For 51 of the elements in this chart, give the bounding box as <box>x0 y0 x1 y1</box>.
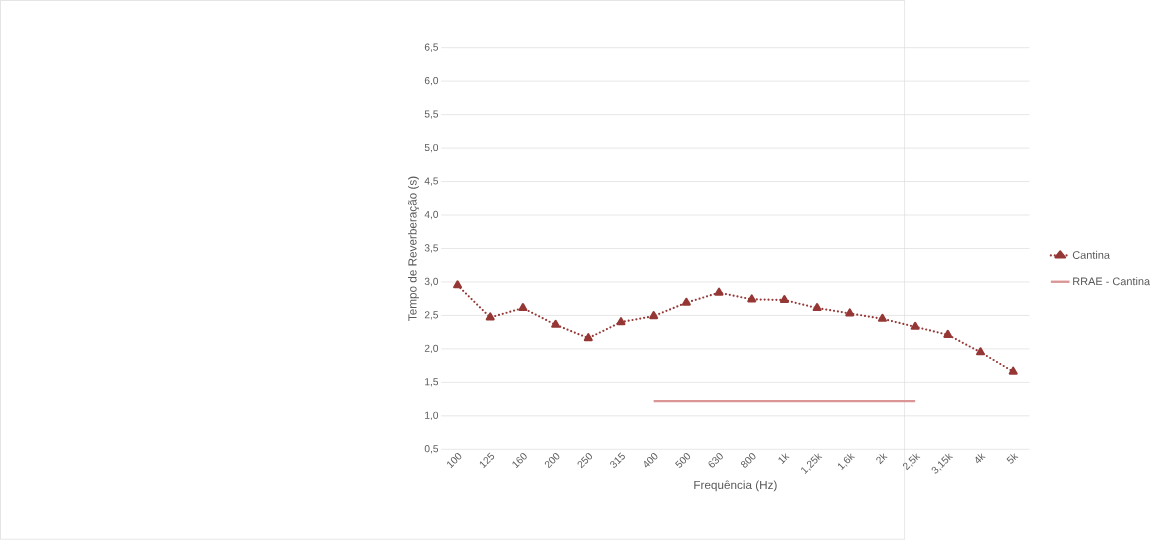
x-tick-label: 2,5k <box>902 453 921 471</box>
point <box>681 297 691 306</box>
point <box>453 280 463 289</box>
point <box>877 313 887 322</box>
y-tick-label: 1,5 <box>425 378 439 387</box>
y-tick-label: 0,5 <box>424 445 439 454</box>
y-tick-label: 6,5 <box>424 43 439 53</box>
x-tick-label: 125 <box>479 452 495 469</box>
y-tick-label: 3,0 <box>424 277 439 287</box>
point <box>551 319 561 329</box>
x-tick-label: 400 <box>644 453 658 468</box>
point <box>518 303 528 312</box>
point <box>649 311 659 320</box>
point <box>779 295 789 304</box>
x-tick-label: 160 <box>512 453 527 469</box>
legend-label: Cantina <box>1072 251 1110 260</box>
y-tick-label: 4,0 <box>424 210 439 220</box>
x-tick-label: 630 <box>708 453 723 468</box>
x-tick-label: 1,6k <box>837 453 855 471</box>
x-axis-title: Frequência (Hz) <box>694 480 777 492</box>
point <box>485 312 495 321</box>
y-axis-title: Tempo de Reverberação (s) <box>408 176 419 322</box>
point <box>1008 366 1018 375</box>
x-tick-label: 2k <box>876 453 888 465</box>
x-tick-label: 100 <box>447 453 462 469</box>
x-tick-label: 800 <box>740 453 756 468</box>
y-tick-label: 3,5 <box>424 244 439 253</box>
y-tick-label: 4,5 <box>424 177 439 186</box>
y-tick-label: 1,0 <box>425 411 439 421</box>
point <box>845 308 855 317</box>
x-tick-label: 315 <box>610 452 625 468</box>
y-tick-label: 2,5 <box>424 311 439 320</box>
x-tick-label: 500 <box>675 453 691 468</box>
point <box>747 294 757 303</box>
x-tick-label: 250 <box>577 453 593 469</box>
y-tick-label: 5,5 <box>424 110 439 119</box>
x-tick-label: 1k <box>778 453 790 465</box>
point <box>943 329 953 339</box>
y-tick-label: 6,0 <box>424 77 439 86</box>
point <box>714 287 724 296</box>
x-tick-label: 4k <box>975 453 986 464</box>
point <box>616 317 626 326</box>
x-tick-label: 5k <box>1006 453 1019 464</box>
point <box>910 321 920 331</box>
y-tick-label: 5,0 <box>424 144 439 153</box>
y-tick-label: 2,0 <box>424 344 439 354</box>
legend-label: RRAE - Cantina <box>1073 277 1151 286</box>
x-tick-label: 200 <box>544 453 560 469</box>
point <box>976 347 985 356</box>
point <box>583 333 593 342</box>
point <box>812 303 822 312</box>
